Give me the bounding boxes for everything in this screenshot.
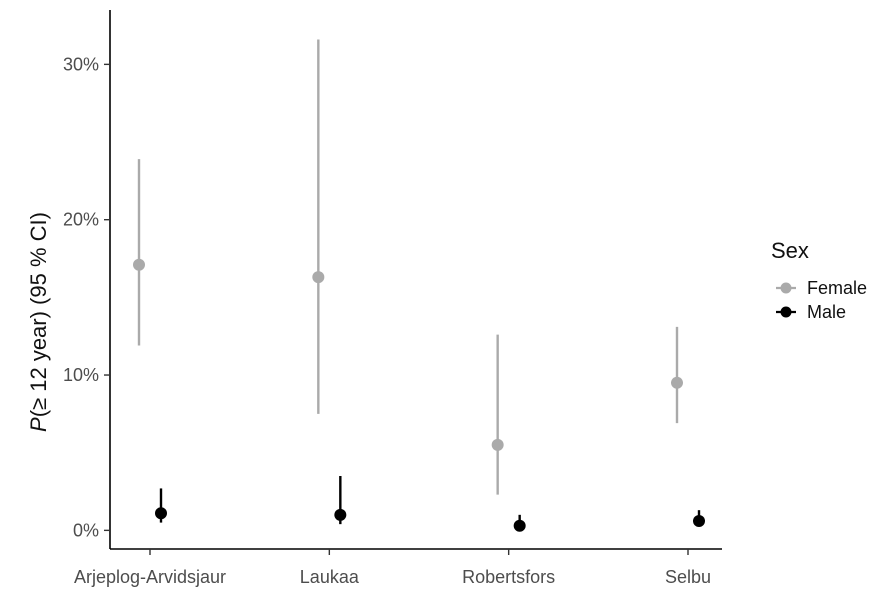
legend-key-point [780,282,792,294]
legend: Sex Female Male [771,238,867,322]
data-point [155,507,167,520]
data-point [312,271,325,284]
axes [109,10,722,550]
x-tick-label: Selbu [665,567,711,587]
legend-title: Sex [771,238,809,263]
data-point [693,515,705,528]
legend-label: Male [807,302,846,322]
y-tick-label: 20% [63,210,99,230]
x-ticks: Arjeplog-Arvidsjaur Laukaa Robertsfors Selb… [74,549,711,587]
x-tick-label: Arjeplog-Arvidsjaur [74,567,226,587]
data-point [513,519,526,532]
legend-key-point [780,306,792,318]
x-tick-label: Laukaa [300,567,360,587]
data-marks [133,39,705,532]
legend-item: Male [776,302,846,322]
y-tick-label: 10% [63,365,99,385]
data-point [671,376,683,389]
x-tick-label: Robertsfors [462,567,555,587]
y-axis-title-rest: (≥ 12 year) (95 % CI) [26,212,51,417]
data-point [334,508,347,521]
series-male [155,475,705,532]
legend-item: Female [776,278,867,298]
y-tick-label: 0% [73,520,99,540]
data-point [133,258,145,271]
y-axis-title-italic: P [26,417,51,432]
y-tick-label: 30% [63,54,99,74]
y-ticks: 0% 10% 20% 30% [63,54,110,540]
series-female [133,39,683,495]
legend-items: Female Male [776,278,867,322]
y-axis-title: P(≥ 12 year) (95 % CI) [26,212,51,432]
data-point [491,438,504,451]
legend-label: Female [807,278,867,298]
